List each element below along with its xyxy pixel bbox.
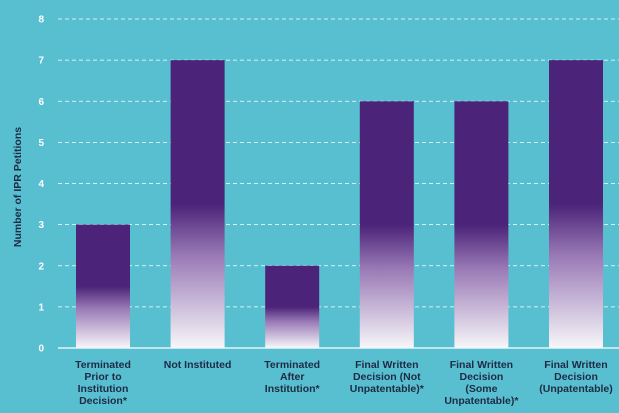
x-category-label: Decision	[554, 371, 598, 383]
bars	[76, 60, 603, 348]
x-category-label: Terminated	[75, 359, 131, 371]
x-category-label: After	[280, 371, 305, 383]
bar-3	[265, 265, 320, 348]
x-category-label: Final Written	[544, 359, 607, 371]
x-category-label: Prior to	[84, 371, 121, 383]
y-tick-label: 2	[38, 261, 44, 272]
x-category-label: Decision*	[79, 395, 128, 407]
y-axis-title: Number of IPR Petitions	[12, 127, 24, 247]
x-category-label: Terminated	[264, 359, 320, 371]
y-tick-label: 8	[38, 15, 44, 26]
y-tick-label: 4	[38, 179, 44, 190]
bar-5	[454, 101, 509, 348]
y-tick-label: 1	[38, 302, 44, 313]
x-category-label: (Unpatentable)	[539, 383, 613, 395]
y-axis-ticks: 0 1 2 3 4 5 6 7 8	[38, 15, 44, 355]
x-category-label: (Some	[465, 383, 497, 395]
y-tick-label: 0	[38, 344, 44, 355]
gridlines	[58, 18, 619, 349]
y-tick-label: 6	[38, 97, 44, 108]
y-tick-label: 5	[38, 138, 44, 149]
bar-1	[76, 224, 130, 348]
x-category-label: Final Written	[450, 359, 513, 371]
bar-6	[549, 60, 603, 348]
x-category-label: Unpatentable)*	[350, 383, 425, 395]
x-category-label: Institution	[78, 383, 129, 395]
bar-4	[359, 101, 414, 348]
x-category-label: Final Written	[355, 359, 418, 371]
x-category-label: Decision	[460, 371, 504, 383]
bar-2	[170, 60, 225, 348]
y-tick-label: 3	[38, 220, 44, 231]
x-category-label: Decision (Not	[353, 371, 421, 383]
x-category-label: Not Instituted	[164, 359, 232, 371]
y-tick-label: 7	[38, 56, 44, 67]
x-category-label: Institution*	[265, 383, 321, 395]
x-category-label: Unpatentable)*	[444, 395, 519, 407]
